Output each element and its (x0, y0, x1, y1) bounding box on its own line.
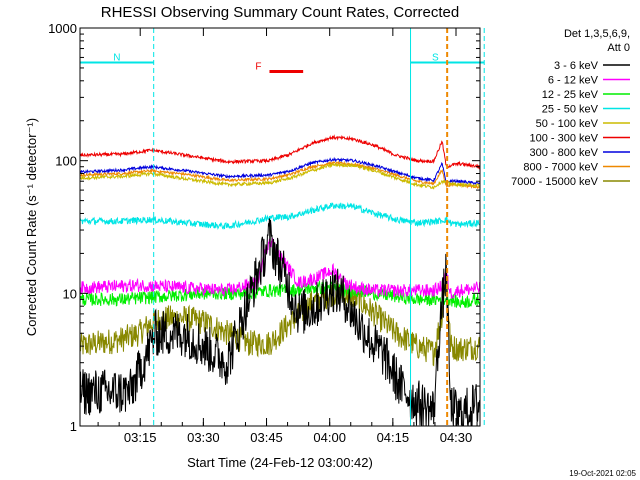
y-axis-label: Corrected Count Rate (s⁻¹ detector⁻¹) (24, 118, 39, 336)
x-tick-label: 03:45 (250, 430, 283, 445)
x-tick-label: 03:15 (124, 430, 157, 445)
legend-entry-label: 25 - 50 keV (542, 104, 599, 116)
axis-layer: 03:15 03:30 03:45 04:00 04:15 04:30 1 10 100 1000 (48, 21, 480, 445)
timestamp-footer: 19-Oct-2021 02:05 (569, 469, 636, 478)
legend-entry-label: 3 - 6 keV (554, 60, 599, 72)
series-line-7000-15000-kev (80, 267, 480, 367)
legend-entry-label: 7000 - 15000 keV (511, 176, 599, 188)
interval-label-s: S (432, 52, 439, 63)
y-tick-label: 1 (70, 419, 77, 434)
legend-entry-label: 6 - 12 keV (548, 75, 599, 87)
legend-entry-label: 300 - 800 keV (530, 147, 599, 159)
series-line-3-6-kev (80, 218, 480, 426)
series-line-12-25-kev (80, 279, 480, 309)
annotation-layer: N SF (80, 28, 485, 426)
interval-label-n: N (113, 52, 120, 63)
series-line-25-50-kev (80, 201, 480, 230)
legend-title-line-2: Att 0 (607, 42, 630, 54)
x-tick-label: 04:00 (313, 430, 346, 445)
series-layer (80, 134, 480, 426)
x-tick-label: 03:30 (187, 430, 220, 445)
y-tick-label: 1000 (48, 21, 77, 36)
chart-title: RHESSI Observing Summary Count Rates, Co… (101, 4, 459, 21)
series-line-50-100-kev (80, 162, 480, 190)
x-axis-label: Start Time (24-Feb-12 03:00:42) (187, 455, 373, 470)
series-line-100-300-kev (80, 134, 480, 170)
x-tick-label: 04:15 (377, 430, 410, 445)
legend-title-line-1: Det 1,3,5,6,9, (564, 28, 630, 40)
series-line-800-7000-kev (80, 160, 480, 189)
interval-label-f: F (255, 62, 261, 73)
legend-entry-label: 100 - 300 keV (530, 133, 599, 145)
y-tick-label: 10 (63, 286, 77, 301)
plot-frame (79, 27, 481, 427)
legend-entry-label: 12 - 25 keV (542, 89, 599, 101)
series-line-6-12-kev (80, 237, 480, 299)
legend: Det 1,3,5,6,9, Att 0 3 - 6 keV 6 - 12 keV 12… (511, 28, 630, 188)
legend-entry-label: 800 - 7000 keV (523, 162, 598, 174)
legend-entry-label: 50 - 100 keV (536, 118, 599, 130)
series-line-300-800-kev (80, 156, 480, 186)
y-tick-label: 100 (55, 154, 77, 169)
x-tick-label: 04:30 (440, 430, 473, 445)
